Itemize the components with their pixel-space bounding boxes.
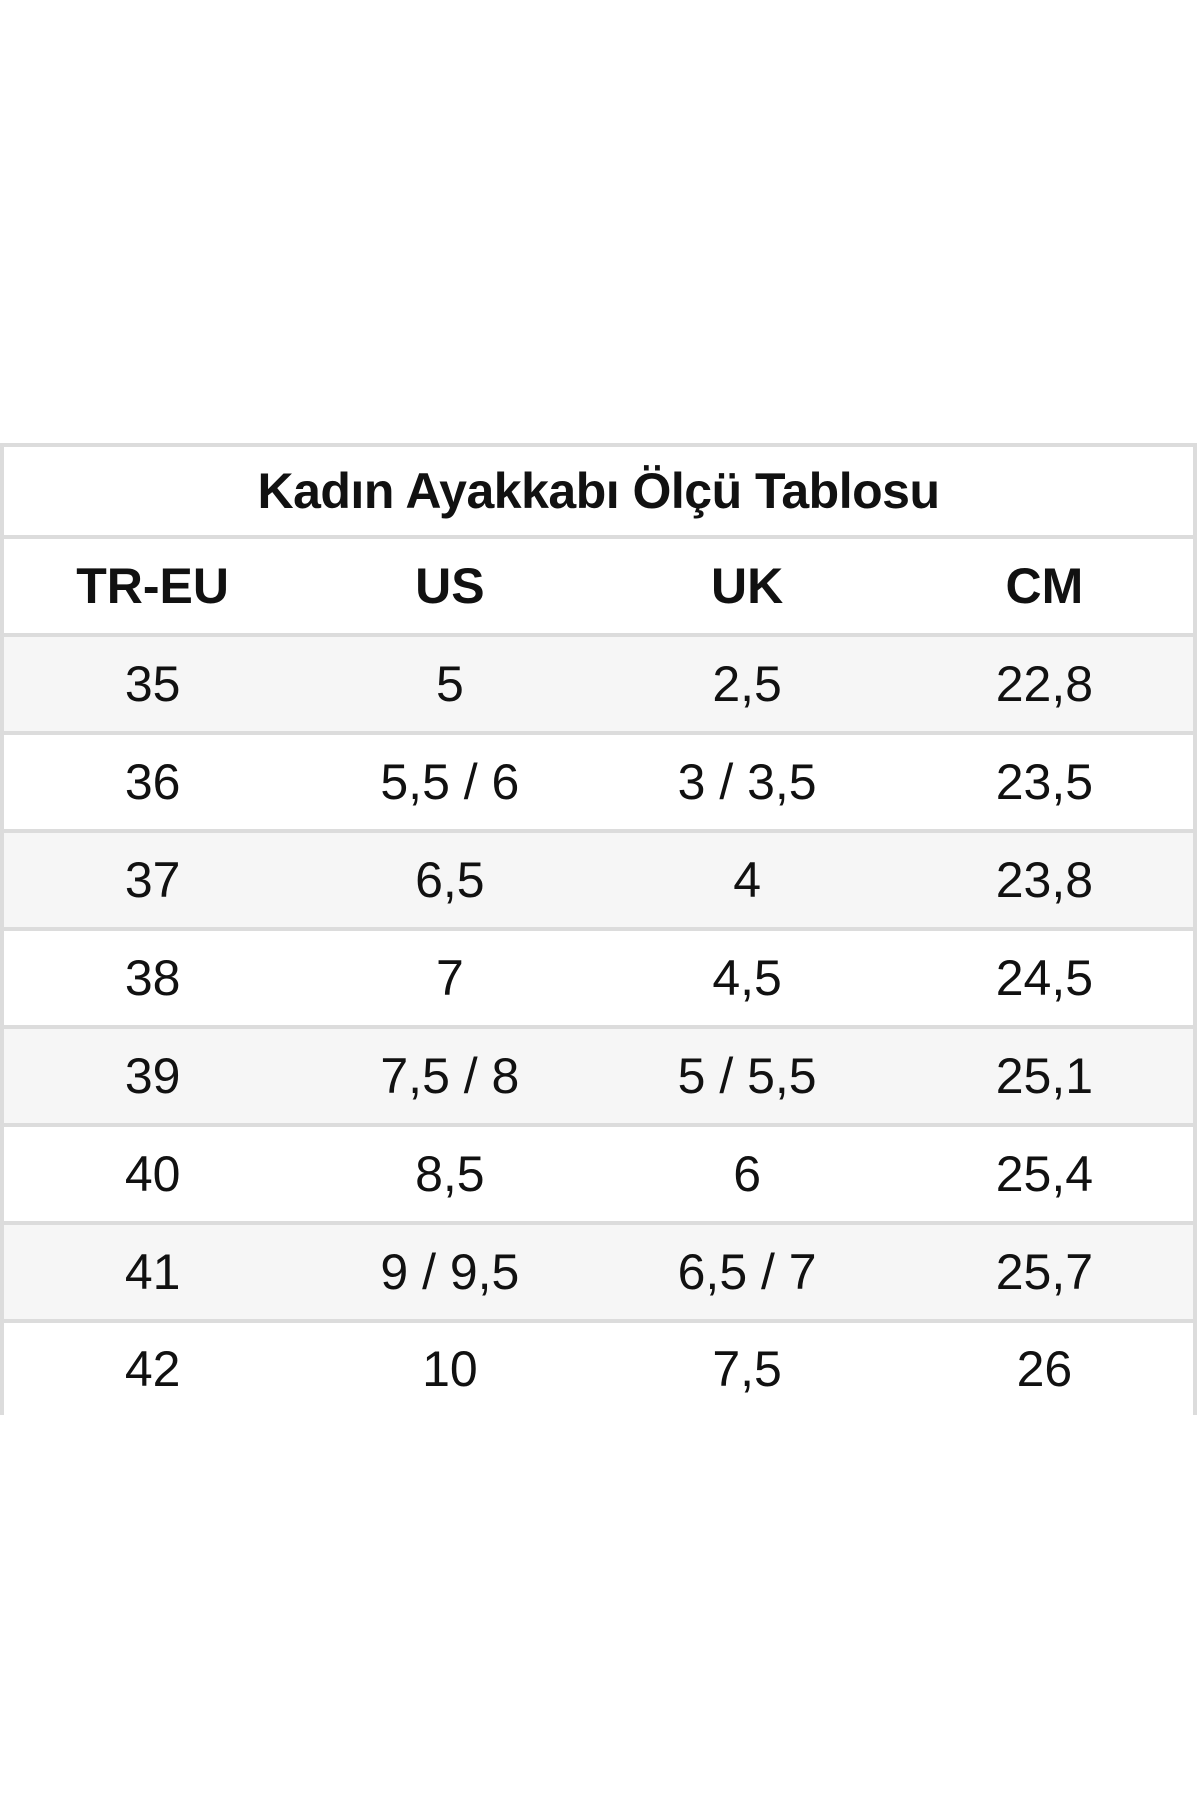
cell-uk: 6,5 / 7 <box>677 1244 817 1300</box>
cell-uk: 4,5 <box>712 950 782 1006</box>
table-row: 40 8,5 6 25,4 <box>4 1127 1193 1221</box>
cell-tr-eu: 36 <box>124 754 181 810</box>
table-row: 35 5 2,5 22,8 <box>4 637 1193 731</box>
cell-uk: 5 / 5,5 <box>677 1048 817 1104</box>
cell-us: 9 / 9,5 <box>380 1244 520 1300</box>
cell-tr-eu: 42 <box>124 1341 181 1397</box>
cell-uk: 6 <box>733 1146 762 1202</box>
cell-tr-eu: 37 <box>124 852 181 908</box>
cell-tr-eu: 39 <box>124 1048 181 1104</box>
cell-uk: 3 / 3,5 <box>677 754 817 810</box>
cell-uk: 7,5 <box>712 1341 782 1397</box>
cell-tr-eu: 40 <box>124 1146 181 1202</box>
table-row: 41 9 / 9,5 6,5 / 7 25,7 <box>4 1225 1193 1319</box>
table-row: 39 7,5 / 8 5 / 5,5 25,1 <box>4 1029 1193 1123</box>
cell-us: 7,5 / 8 <box>380 1048 520 1104</box>
cell-us: 7 <box>435 950 464 1006</box>
cell-uk: 4 <box>733 852 762 908</box>
header-cm: CM <box>1005 558 1084 614</box>
size-chart-table: Kadın Ayakkabı Ölçü Tablosu TR-EU US UK … <box>0 443 1197 1415</box>
table-row: 38 7 4,5 24,5 <box>4 931 1193 1025</box>
cell-uk: 2,5 <box>712 656 782 712</box>
cell-us: 5 <box>435 656 464 712</box>
cell-tr-eu: 38 <box>124 950 181 1006</box>
cell-us: 8,5 <box>415 1146 485 1202</box>
cell-cm: 26 <box>1016 1341 1073 1397</box>
cell-cm: 25,4 <box>995 1146 1094 1202</box>
table-row: 42 10 7,5 26 <box>4 1323 1193 1415</box>
cell-us: 6,5 <box>415 852 485 908</box>
header-row: TR-EU US UK CM <box>4 539 1193 633</box>
cell-tr-eu: 41 <box>124 1244 181 1300</box>
cell-cm: 24,5 <box>995 950 1094 1006</box>
header-tr-eu: TR-EU <box>76 558 229 614</box>
cell-cm: 23,5 <box>995 754 1094 810</box>
cell-cm: 23,8 <box>995 852 1094 908</box>
table-row: 36 5,5 / 6 3 / 3,5 23,5 <box>4 735 1193 829</box>
cell-us: 5,5 / 6 <box>380 754 520 810</box>
cell-tr-eu: 35 <box>124 656 181 712</box>
cell-us: 10 <box>422 1341 478 1397</box>
header-uk: UK <box>711 558 784 614</box>
table-title: Kadın Ayakkabı Ölçü Tablosu <box>4 447 1193 535</box>
cell-cm: 25,1 <box>995 1048 1094 1104</box>
cell-cm: 25,7 <box>995 1244 1094 1300</box>
cell-cm: 22,8 <box>995 656 1094 712</box>
table-row: 37 6,5 4 23,8 <box>4 833 1193 927</box>
header-us: US <box>415 558 485 614</box>
